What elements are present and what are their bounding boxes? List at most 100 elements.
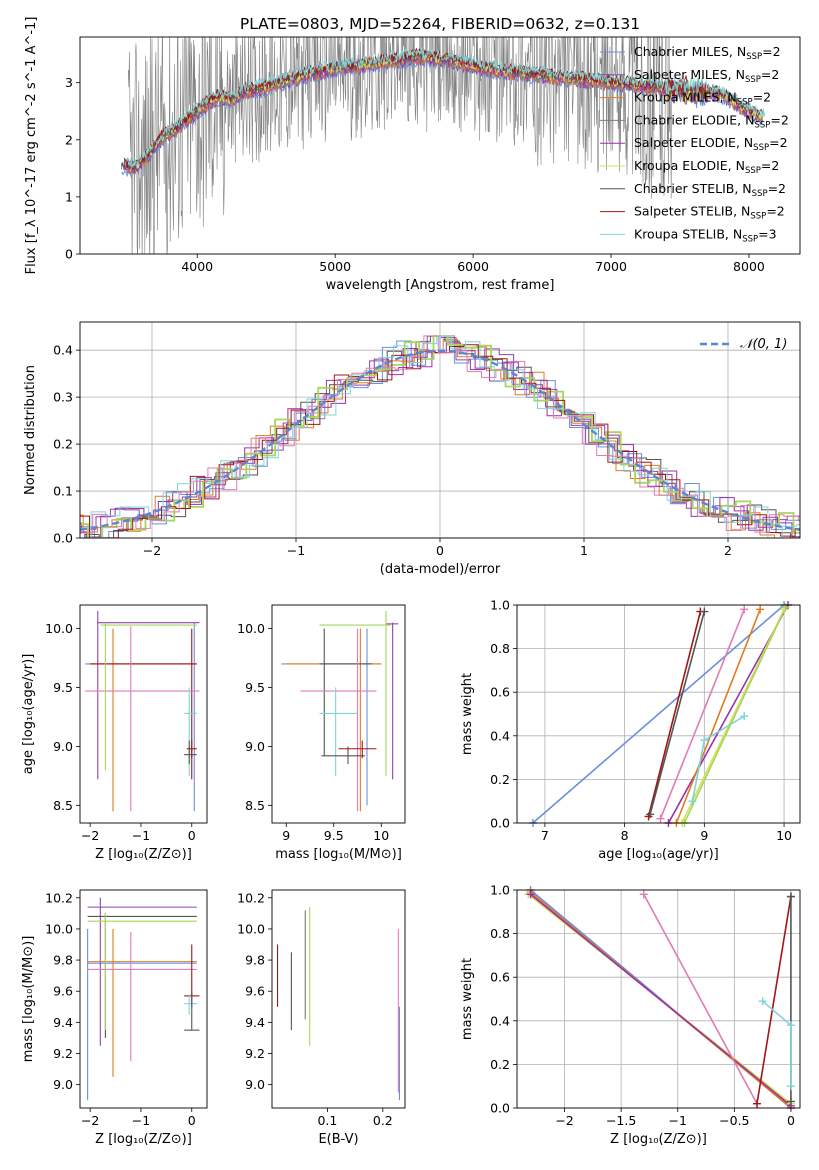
axes-frame	[79, 889, 208, 1109]
axes-frame	[79, 604, 208, 824]
residual-histogram-step	[80, 335, 800, 538]
model-spectrum-line	[126, 47, 766, 169]
legend-label-sub: SSP	[745, 166, 761, 176]
figure-title: PLATE=0803, MJD=52264, FIBERID=0632, z=0…	[240, 15, 640, 33]
x-tick-label: 10	[373, 828, 389, 843]
legend-label-tail: =2	[769, 135, 787, 150]
y-tick-label: 0.3	[53, 390, 73, 405]
panel-age-vs-Z: −2 −1 0 8.5 9.0 9.5 10.0 Z [log₁₀(Z/Z⊙)] age [lo…	[21, 604, 208, 862]
legend-label-tail: =2	[761, 158, 779, 173]
mass-weight-line	[643, 894, 758, 1104]
plus-marker	[756, 605, 765, 614]
y-tick-label: 9.2	[53, 1046, 73, 1061]
panel-mass-weight-vs-Z: −2 −1.5 −1 −0.5 0 0.0 0.2 0.4 0.6 0.8 1.0 Z [log₁₀(…	[460, 883, 801, 1147]
residual-histogram-step	[80, 335, 800, 538]
model-spectrum-line	[121, 56, 763, 179]
panel-mass-vs-Z: −2 −1 0 9.0 9.2 9.4 9.6 9.8 10.0 10.2 Z [log₁₀(Z/Z…	[21, 889, 208, 1147]
mass-weight-line	[659, 609, 745, 819]
y-tick-label: 0.4	[53, 343, 73, 358]
x-tick-label: −1	[132, 1113, 150, 1128]
plus-marker	[740, 605, 749, 614]
y-tick-label: 0.8	[490, 926, 510, 941]
legend-label-base: Chabrier ELODIE, N	[634, 112, 754, 127]
mass-weight-line	[647, 611, 702, 817]
y-tick-label: 9.4	[245, 1015, 265, 1030]
plot-area-spectrum	[120, 37, 766, 254]
x-axis-label: wavelength [Angstrom, rest frame]	[326, 278, 555, 293]
legend-label-tail: =2	[768, 181, 786, 196]
y-tick-label: 9.0	[245, 739, 265, 754]
plus-marker	[646, 810, 655, 819]
y-tick-label: 2	[65, 132, 73, 147]
x-tick-label: 0.2	[373, 1113, 393, 1128]
y-tick-label: 9.6	[53, 984, 73, 999]
x-tick-label: −2	[143, 543, 161, 558]
y-axis-label: Normed distribution	[23, 365, 38, 495]
plot-area-mass-weight-vs-Z	[527, 890, 792, 1108]
x-tick-label: 6000	[457, 259, 489, 274]
axes-frame	[516, 604, 801, 824]
y-tick-label: 0.0	[53, 531, 73, 546]
axes-frame	[271, 889, 406, 1109]
x-axis-label: (data-model)/error	[380, 562, 501, 577]
x-tick-label: 2	[724, 543, 732, 558]
mass-weight-line	[532, 605, 785, 823]
x-tick-label: 7000	[595, 259, 627, 274]
plus-marker	[688, 797, 697, 806]
y-axis-label: mass [log₁₀(M/M⊙)]	[21, 936, 36, 1063]
plus-marker	[639, 890, 648, 899]
y-tick-label: 0	[65, 247, 73, 262]
legend-label: Salpeter ELODIE, NSSP=2	[634, 135, 788, 153]
legend-label-sub: SSP	[750, 212, 766, 222]
plus-marker	[786, 892, 795, 901]
legend-label: Chabrier STELIB, NSSP=2	[634, 181, 786, 199]
y-axis-label: age [log₁₀(age/yr)]	[21, 654, 36, 775]
y-tick-label: 0.8	[490, 641, 510, 656]
mass-weight-line	[530, 893, 792, 1107]
y-tick-label: 0.2	[490, 1057, 510, 1072]
legend-label-sub: SSP	[746, 52, 762, 62]
x-tick-label: 0.1	[317, 1113, 337, 1128]
y-tick-label: 0.4	[490, 1013, 510, 1028]
y-tick-label: 10.2	[45, 890, 73, 905]
legend-label-tail: =2	[766, 204, 784, 219]
x-axis-label: age [log₁₀(age/yr)]	[598, 847, 719, 862]
legend-label-tail: =3	[758, 226, 776, 241]
y-axis-label: mass weight	[460, 673, 475, 755]
legend-label-sub: SSP	[742, 234, 758, 244]
x-axis-label: Z [log₁₀(Z/Z⊙)]	[610, 1132, 707, 1147]
plus-marker	[786, 1021, 795, 1030]
panel-mass-vs-EBV: 0.1 0.2 9.0 9.2 9.4 9.6 9.8 10.0 10.2 E(B-V)	[237, 889, 406, 1147]
legend-label-base: Chabrier MILES, N	[634, 44, 746, 59]
legend-label: Chabrier MILES, NSSP=2	[634, 44, 781, 62]
y-tick-label: 0.0	[490, 1101, 510, 1116]
plus-marker	[700, 736, 709, 745]
legend-label-base: Chabrier STELIB, N	[634, 181, 752, 196]
plus-marker	[526, 890, 535, 899]
legend-label-tail: =2	[761, 67, 779, 82]
axes-frame	[271, 604, 406, 824]
legend-label: Kroupa MILES, NSSP=2	[634, 90, 771, 108]
x-axis-label: E(B-V)	[318, 1132, 358, 1147]
panel-spectrum: 4000 5000 6000 7000 8000 0 1 2 3 wavelength [Angs…	[24, 17, 801, 293]
mass-weight-line	[649, 611, 706, 815]
mass-weight-line	[756, 896, 792, 1104]
legend-label-sub: SSP	[754, 120, 770, 130]
plot-area-residuals	[80, 335, 800, 538]
y-tick-label: 9.0	[245, 1077, 265, 1092]
legend-label-sub: SSP	[753, 143, 769, 153]
legend-label-tail: =2	[770, 112, 788, 127]
mass-weight-line	[683, 606, 787, 823]
y-tick-label: 9.0	[53, 739, 73, 754]
legend-label-sub: SSP	[745, 75, 761, 85]
y-tick-label: 8.5	[245, 798, 265, 813]
y-tick-label: 10.2	[237, 890, 265, 905]
y-tick-label: 9.4	[53, 1015, 73, 1030]
x-tick-label: 0	[188, 1113, 196, 1128]
x-axis-label: Z [log₁₀(Z/Z⊙)]	[95, 1132, 192, 1147]
y-tick-label: 9.5	[53, 680, 73, 695]
axes-frame	[79, 36, 801, 255]
legend-label: Kroupa ELODIE, NSSP=2	[634, 158, 779, 176]
y-tick-label: 0.0	[490, 816, 510, 831]
x-tick-label: 9	[282, 828, 290, 843]
